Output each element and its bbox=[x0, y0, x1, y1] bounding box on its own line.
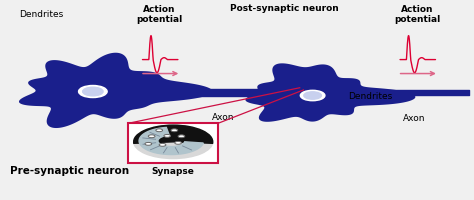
Text: Dendrites: Dendrites bbox=[348, 91, 392, 100]
Ellipse shape bbox=[295, 85, 302, 92]
Text: Action
potential: Action potential bbox=[137, 5, 182, 24]
Circle shape bbox=[134, 126, 213, 159]
Circle shape bbox=[79, 86, 107, 98]
Text: Action
potential: Action potential bbox=[394, 5, 440, 24]
Text: Dendrites: Dendrites bbox=[19, 10, 63, 19]
Circle shape bbox=[175, 142, 182, 145]
Text: Synapse: Synapse bbox=[152, 166, 195, 175]
Circle shape bbox=[145, 143, 152, 146]
Circle shape bbox=[301, 91, 325, 101]
Circle shape bbox=[159, 144, 166, 147]
Text: Axon: Axon bbox=[211, 113, 234, 122]
Circle shape bbox=[171, 129, 178, 132]
FancyBboxPatch shape bbox=[128, 124, 218, 163]
Text: Axon: Axon bbox=[403, 114, 426, 123]
Circle shape bbox=[178, 135, 185, 138]
Polygon shape bbox=[139, 128, 203, 155]
Polygon shape bbox=[246, 64, 415, 122]
Circle shape bbox=[82, 88, 103, 96]
Circle shape bbox=[148, 135, 155, 138]
Text: Post-synaptic neuron: Post-synaptic neuron bbox=[230, 4, 338, 13]
Polygon shape bbox=[19, 53, 212, 128]
Circle shape bbox=[156, 129, 163, 132]
Circle shape bbox=[164, 135, 171, 138]
Circle shape bbox=[304, 92, 321, 100]
Wedge shape bbox=[134, 126, 213, 144]
Text: Pre-synaptic neuron: Pre-synaptic neuron bbox=[10, 166, 129, 175]
